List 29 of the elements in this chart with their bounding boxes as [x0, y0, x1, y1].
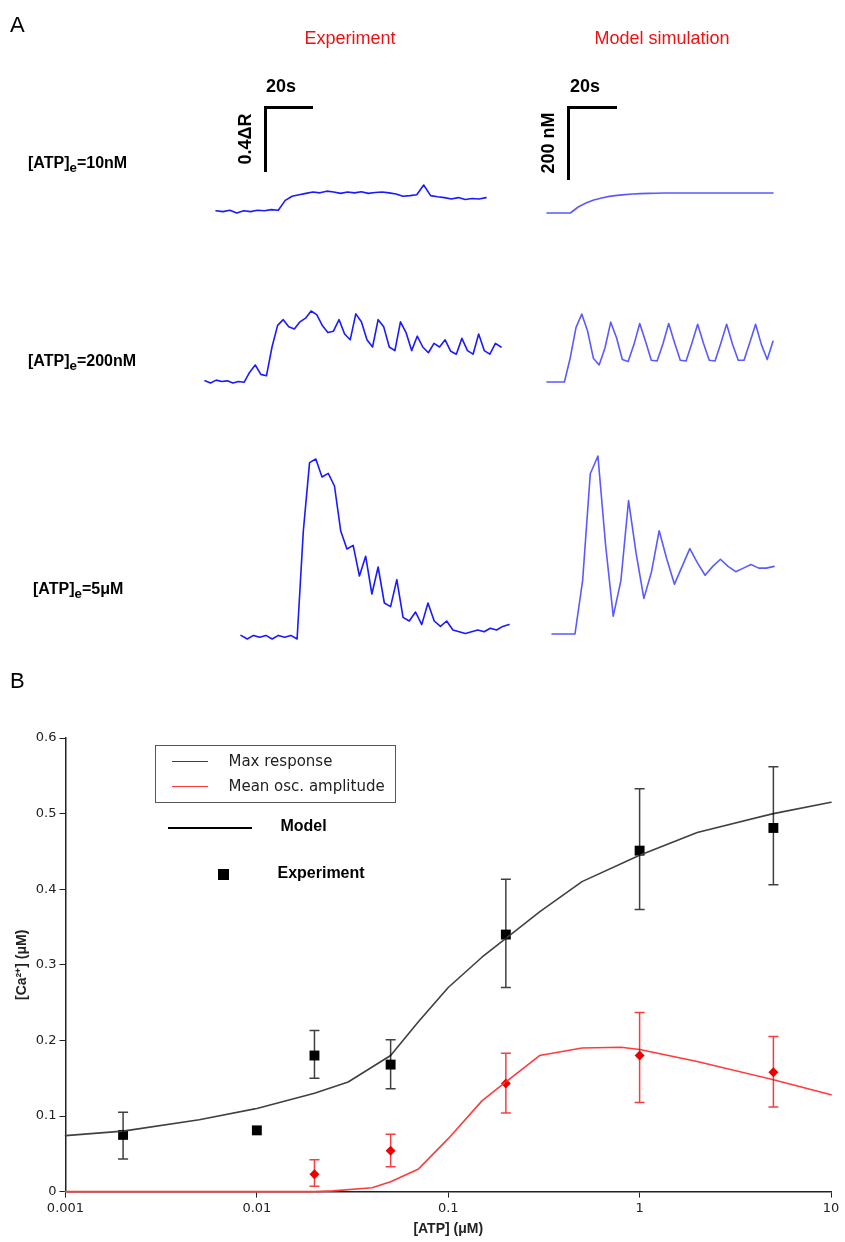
y-tick-label: 0.4 [35, 880, 57, 896]
chart-title: Model simulation [594, 28, 730, 49]
y-tick-label: 0.5 [35, 804, 57, 820]
annotation: Model [280, 817, 327, 835]
text: 0.4ΔR [234, 113, 256, 165]
legend-label: Max response [228, 752, 333, 770]
y-tick-label: 0 [48, 1182, 57, 1198]
y-tick-label: 0.3 [35, 956, 57, 972]
y-axis-title: [ATP]$_{e}$=200nM [28, 352, 137, 374]
text: 20s [266, 76, 297, 97]
legend-label: Mean osc. amplitude [228, 777, 385, 795]
y-tick-label: 0.6 [35, 729, 57, 745]
x-tick-label: 1 [635, 1199, 644, 1215]
text: 200 nM [537, 112, 559, 174]
y-tick-label: 0.2 [35, 1031, 57, 1047]
y-axis-title: [ATP]$_{e}$=5μM [33, 580, 124, 602]
chart-title: Experiment [304, 28, 396, 49]
y-axis-title: [ATP]$_{e}$=10nM [28, 154, 128, 176]
x-tick-label: 0.1 [437, 1199, 459, 1215]
x-tick-label: 0.001 [46, 1199, 85, 1215]
annotation: Experiment [277, 864, 365, 882]
y-axis-title: [Ca²⁺] (μM) [13, 929, 30, 1000]
x-axis-title: [ATP] (μM) [413, 1220, 484, 1237]
text: 20s [570, 76, 601, 97]
y-tick-label: 0.1 [35, 1107, 57, 1123]
text: A [10, 12, 25, 38]
x-tick-label: 0.01 [242, 1199, 272, 1215]
x-tick-label: 10 [822, 1199, 840, 1215]
text: B [10, 668, 25, 694]
